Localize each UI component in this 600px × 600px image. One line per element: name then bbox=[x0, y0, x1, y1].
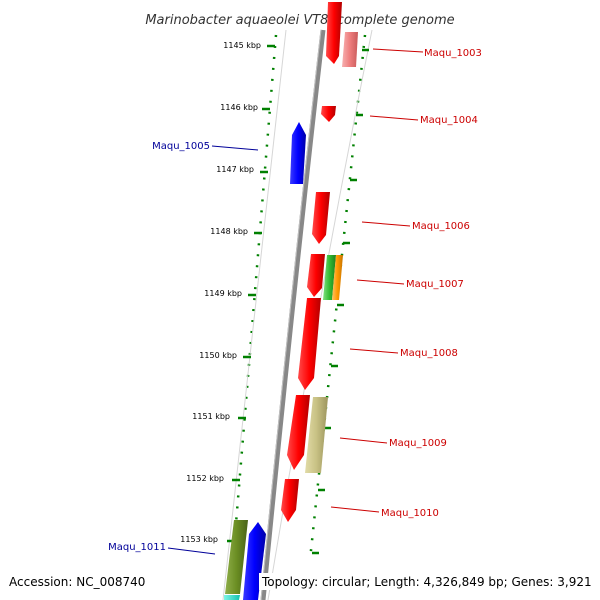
ruler-label: 1150 kbp bbox=[199, 351, 237, 360]
footer-backing-left bbox=[6, 573, 148, 590]
ruler-label: 1153 kbp bbox=[180, 535, 218, 544]
footer-backing-right bbox=[259, 573, 595, 590]
gene-arrow-maqu-1010[interactable] bbox=[281, 479, 299, 522]
gene-labels: Maqu_1003 Maqu_1004 Maqu_1005 Maqu_1006 … bbox=[108, 48, 482, 553]
genome-backbone bbox=[260, 29, 326, 600]
topology-text: Topology: circular; Length: 4,326,849 bp… bbox=[261, 575, 592, 589]
accession-text: Accession: NC_008740 bbox=[9, 575, 145, 589]
leader-line bbox=[369, 115, 419, 121]
gene-arrow-maqu-1008[interactable] bbox=[298, 298, 321, 390]
gene-arrow-maqu-1004[interactable] bbox=[321, 106, 336, 122]
leader-line bbox=[211, 145, 259, 151]
gene-arrow-olive[interactable] bbox=[225, 520, 248, 594]
ruler-label: 1148 kbp bbox=[210, 227, 248, 236]
label-leader-lines bbox=[167, 48, 424, 555]
gene-arrow-cyan[interactable] bbox=[224, 595, 240, 600]
gene-arrow-pink[interactable] bbox=[342, 32, 358, 67]
map-title: Marinobacter aquaeolei VT8, complete gen… bbox=[145, 13, 454, 28]
ruler-label: 1149 kbp bbox=[204, 289, 242, 298]
ruler-labels: 1145 kbp 1146 kbp 1147 kbp 1148 kbp 1149… bbox=[180, 41, 261, 544]
gene-label-maqu-1011[interactable]: Maqu_1011 bbox=[108, 542, 166, 553]
gene-arrow-maqu-1003[interactable] bbox=[326, 2, 342, 64]
gene-label-maqu-1010[interactable]: Maqu_1010 bbox=[381, 508, 439, 519]
gene-label-maqu-1004[interactable]: Maqu_1004 bbox=[420, 115, 478, 126]
gene-label-maqu-1006[interactable]: Maqu_1006 bbox=[412, 221, 470, 232]
leader-line bbox=[356, 279, 405, 285]
forward-ticks bbox=[312, 48, 369, 555]
gene-arrow-khaki[interactable] bbox=[305, 397, 328, 473]
reverse-genes bbox=[224, 122, 306, 600]
gene-arrow-green[interactable] bbox=[323, 255, 336, 300]
ruler-label: 1146 kbp bbox=[220, 103, 258, 112]
gene-label-maqu-1009[interactable]: Maqu_1009 bbox=[389, 438, 447, 449]
leader-line bbox=[349, 348, 399, 354]
leader-line bbox=[339, 437, 388, 444]
gene-arrow-maqu-1005[interactable] bbox=[290, 122, 306, 184]
gene-arrow-orange[interactable] bbox=[332, 255, 343, 300]
reverse-ticks bbox=[227, 44, 275, 543]
leader-line bbox=[167, 547, 216, 555]
gene-label-maqu-1003[interactable]: Maqu_1003 bbox=[424, 48, 482, 59]
gene-label-maqu-1005[interactable]: Maqu_1005 bbox=[152, 141, 210, 152]
gene-label-maqu-1008[interactable]: Maqu_1008 bbox=[400, 348, 458, 359]
ruler-label: 1151 kbp bbox=[192, 412, 230, 421]
ruler-label: 1145 kbp bbox=[223, 41, 261, 50]
gene-arrow-maqu-1007[interactable] bbox=[307, 254, 325, 297]
track-border-left bbox=[222, 29, 287, 600]
genome-backbone-highlight bbox=[260, 29, 322, 600]
gene-arrow-maqu-1009[interactable] bbox=[287, 395, 310, 470]
ruler-label: 1152 kbp bbox=[186, 474, 224, 483]
leader-line bbox=[361, 221, 411, 227]
ruler-label: 1147 kbp bbox=[216, 165, 254, 174]
gene-arrow-maqu-1006[interactable] bbox=[312, 192, 330, 244]
leader-line bbox=[330, 506, 380, 513]
leader-line bbox=[372, 48, 424, 53]
forward-genes bbox=[281, 2, 358, 522]
gene-label-maqu-1007[interactable]: Maqu_1007 bbox=[406, 279, 464, 290]
